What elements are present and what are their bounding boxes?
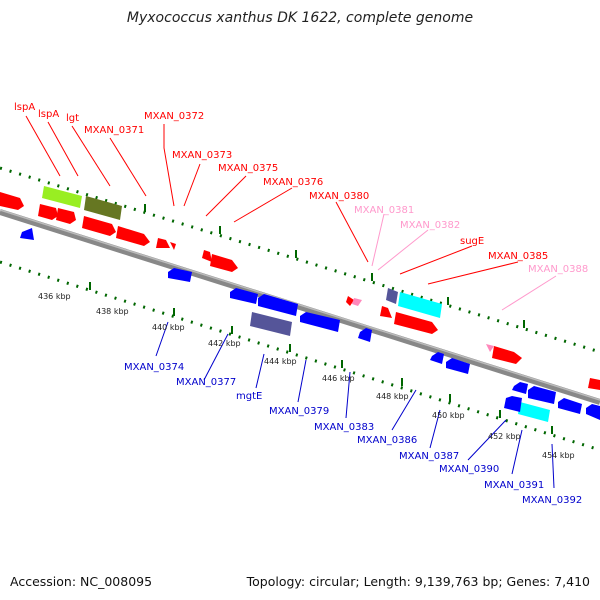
gene-label-reverse[interactable]: MXAN_0390	[439, 464, 499, 475]
gene-label-forward[interactable]: MXAN_0371	[84, 125, 144, 136]
forward-gene-labels: lspA lspA lgt MXAN_0371 MXAN_0372 MXAN_0…	[14, 102, 588, 275]
gene-label-forward[interactable]: MXAN_0375	[218, 163, 278, 174]
tick-label: 438 kbp	[96, 307, 129, 316]
gene-label-forward[interactable]: MXAN_0385	[488, 251, 548, 262]
operon-boxes	[42, 186, 550, 422]
gene-label-reverse[interactable]: MXAN_0386	[357, 435, 417, 446]
tick-label: 446 kbp	[322, 374, 355, 383]
gene-label-forward[interactable]: MXAN_0388	[528, 264, 588, 275]
gene-label-reverse[interactable]: MXAN_0387	[399, 451, 459, 462]
reverse-callouts	[155, 321, 555, 489]
gene-label-reverse[interactable]: MXAN_0379	[269, 406, 329, 417]
tick-label: 450 kbp	[432, 411, 465, 420]
reverse-genes	[20, 228, 600, 420]
accession-text: Accession: NC_008095	[10, 574, 153, 589]
tick-label: 440 kbp	[152, 323, 185, 332]
genome-summary-text: Topology: circular; Length: 9,139,763 bp…	[246, 574, 590, 589]
forward-callouts	[25, 115, 557, 311]
forward-genes	[0, 192, 600, 390]
gene-label-reverse[interactable]: MXAN_0392	[522, 495, 582, 506]
gene-label-forward[interactable]: MXAN_0372	[144, 111, 204, 122]
gene-label-reverse[interactable]: MXAN_0377	[176, 377, 236, 388]
tick-labels: 436 kbp 438 kbp 440 kbp 442 kbp 444 kbp …	[38, 292, 575, 460]
tick-label: 452 kbp	[488, 432, 521, 441]
gene-label-forward[interactable]: sugE	[460, 236, 484, 247]
gene-label-forward[interactable]: MXAN_0373	[172, 150, 232, 161]
tick-label: 444 kbp	[264, 357, 297, 366]
reverse-gene-labels: MXAN_0374 MXAN_0377 mgtE MXAN_0379 MXAN_…	[124, 362, 582, 506]
gene-label-reverse[interactable]: MXAN_0391	[484, 480, 544, 491]
gene-label-forward[interactable]: lspA	[38, 109, 59, 120]
gene-label-reverse[interactable]: MXAN_0374	[124, 362, 184, 373]
gene-label-forward[interactable]: MXAN_0380	[309, 191, 369, 202]
gene-label-forward[interactable]: MXAN_0382	[400, 220, 460, 231]
tick-label: 454 kbp	[542, 451, 575, 460]
gene-label-forward[interactable]: MXAN_0381	[354, 205, 414, 216]
gene-label-forward[interactable]: lspA	[14, 102, 35, 113]
genome-backbone	[0, 209, 600, 405]
tick-label: 442 kbp	[208, 339, 241, 348]
tick-label: 436 kbp	[38, 292, 71, 301]
map-title: Myxococcus xanthus DK 1622, complete gen…	[126, 10, 474, 26]
major-ticks	[89, 204, 553, 434]
forward-pseudogenes	[352, 298, 494, 352]
gene-label-reverse[interactable]: MXAN_0383	[314, 422, 374, 433]
gene-label-reverse[interactable]: mgtE	[236, 391, 262, 402]
tick-label: 448 kbp	[376, 392, 409, 401]
gene-label-forward[interactable]: lgt	[66, 113, 79, 124]
gene-label-forward[interactable]: MXAN_0376	[263, 177, 323, 188]
